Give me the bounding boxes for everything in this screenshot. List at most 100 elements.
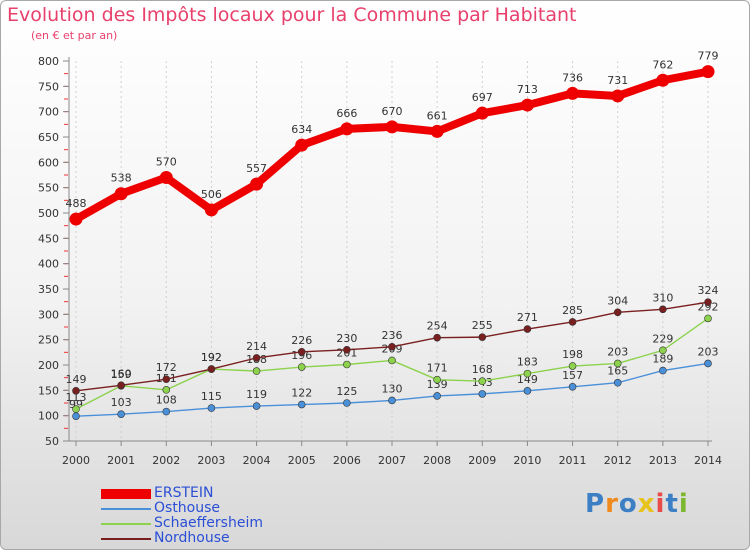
data-point xyxy=(297,400,306,409)
data-label: 103 xyxy=(111,396,132,409)
data-label: 324 xyxy=(698,284,719,297)
data-label: 198 xyxy=(562,348,583,361)
y-tick-label: 650 xyxy=(38,131,59,144)
data-point xyxy=(340,122,354,136)
data-point xyxy=(523,325,532,333)
data-point xyxy=(343,360,351,369)
x-tick-label: 2010 xyxy=(513,454,541,467)
x-tick-label: 2000 xyxy=(62,454,90,467)
data-label: 203 xyxy=(698,345,719,358)
data-label: 661 xyxy=(427,109,448,122)
data-point xyxy=(72,387,80,395)
y-tick-label: 250 xyxy=(38,334,59,347)
x-tick-label: 2004 xyxy=(243,454,271,467)
data-point xyxy=(520,98,534,112)
legend-swatch xyxy=(101,507,151,510)
data-point xyxy=(701,65,715,79)
x-tick-label: 2012 xyxy=(604,454,632,467)
data-label: 226 xyxy=(291,334,312,347)
y-tick-label: 750 xyxy=(38,80,59,93)
data-point xyxy=(523,387,532,395)
logo-letter: P xyxy=(585,489,606,519)
data-point xyxy=(252,367,261,375)
data-point xyxy=(343,345,351,354)
data-label: 666 xyxy=(336,107,357,120)
y-tick-label: 200 xyxy=(38,359,59,372)
data-label: 125 xyxy=(336,385,357,398)
data-label: 214 xyxy=(246,340,267,353)
data-point xyxy=(69,212,83,226)
data-point xyxy=(343,399,351,407)
data-label: 779 xyxy=(698,50,719,63)
data-label: 697 xyxy=(472,91,493,104)
x-tick-label: 2007 xyxy=(378,454,406,467)
data-label: 189 xyxy=(652,353,673,366)
logo-letter: i xyxy=(678,489,689,519)
data-point xyxy=(433,375,441,384)
data-point xyxy=(523,369,532,378)
y-tick-label: 800 xyxy=(38,55,59,68)
data-label: 762 xyxy=(652,58,673,71)
data-point xyxy=(388,342,396,351)
data-label: 570 xyxy=(156,156,177,169)
data-label: 304 xyxy=(607,294,628,307)
data-point xyxy=(72,412,80,420)
y-tick-label: 350 xyxy=(38,283,59,296)
legend-swatch xyxy=(101,537,151,540)
y-tick-label: 400 xyxy=(38,258,59,271)
x-tick-label: 2001 xyxy=(107,454,135,467)
y-tick-label: 100 xyxy=(38,410,59,423)
data-point xyxy=(207,365,216,373)
data-label: 149 xyxy=(517,373,538,386)
data-label: 506 xyxy=(201,188,222,201)
data-point xyxy=(568,362,577,370)
data-label: 670 xyxy=(382,105,403,118)
data-label: 713 xyxy=(517,83,538,96)
data-label: 149 xyxy=(66,373,87,386)
data-point xyxy=(478,390,487,398)
data-label: 230 xyxy=(336,332,357,345)
y-tick-label: 500 xyxy=(38,207,59,220)
data-point xyxy=(659,305,667,314)
data-point xyxy=(388,356,396,365)
data-label: 160 xyxy=(111,367,132,380)
x-tick-label: 2008 xyxy=(423,454,451,467)
data-point xyxy=(659,366,667,375)
data-label: 113 xyxy=(66,391,87,404)
data-point xyxy=(388,396,396,405)
y-tick-label: 700 xyxy=(38,106,59,119)
data-point xyxy=(566,86,580,100)
logo-letter: x xyxy=(637,489,656,519)
y-tick-label: 50 xyxy=(45,435,59,448)
data-label: 108 xyxy=(156,394,177,407)
x-tick-label: 2009 xyxy=(468,454,496,467)
data-point xyxy=(433,392,441,400)
data-label: 165 xyxy=(607,365,628,378)
x-tick-label: 2011 xyxy=(559,454,587,467)
proxiti-logo: Proxiti xyxy=(585,489,689,519)
logo-letter: o xyxy=(618,489,638,519)
data-point xyxy=(611,89,625,103)
x-tick-label: 2003 xyxy=(197,454,225,467)
data-point xyxy=(297,363,306,371)
data-label: 634 xyxy=(291,123,312,136)
data-point xyxy=(159,171,173,185)
legend-swatch xyxy=(101,522,151,525)
y-tick-label: 550 xyxy=(38,182,59,195)
data-label: 139 xyxy=(427,378,448,391)
data-point xyxy=(475,106,489,120)
legend-label: Osthouse xyxy=(154,500,221,516)
legend-label: ERSTEIN xyxy=(154,485,214,501)
legend-label: Nordhouse xyxy=(154,530,230,546)
logo-letter: i xyxy=(655,489,666,519)
data-label: 119 xyxy=(246,388,267,401)
data-label: 310 xyxy=(652,291,673,304)
data-label: 538 xyxy=(111,172,132,185)
logo-letter: r xyxy=(605,489,619,519)
data-point xyxy=(252,402,261,410)
data-point xyxy=(568,382,577,391)
y-tick-label: 600 xyxy=(38,156,59,169)
data-label: 192 xyxy=(201,351,222,364)
